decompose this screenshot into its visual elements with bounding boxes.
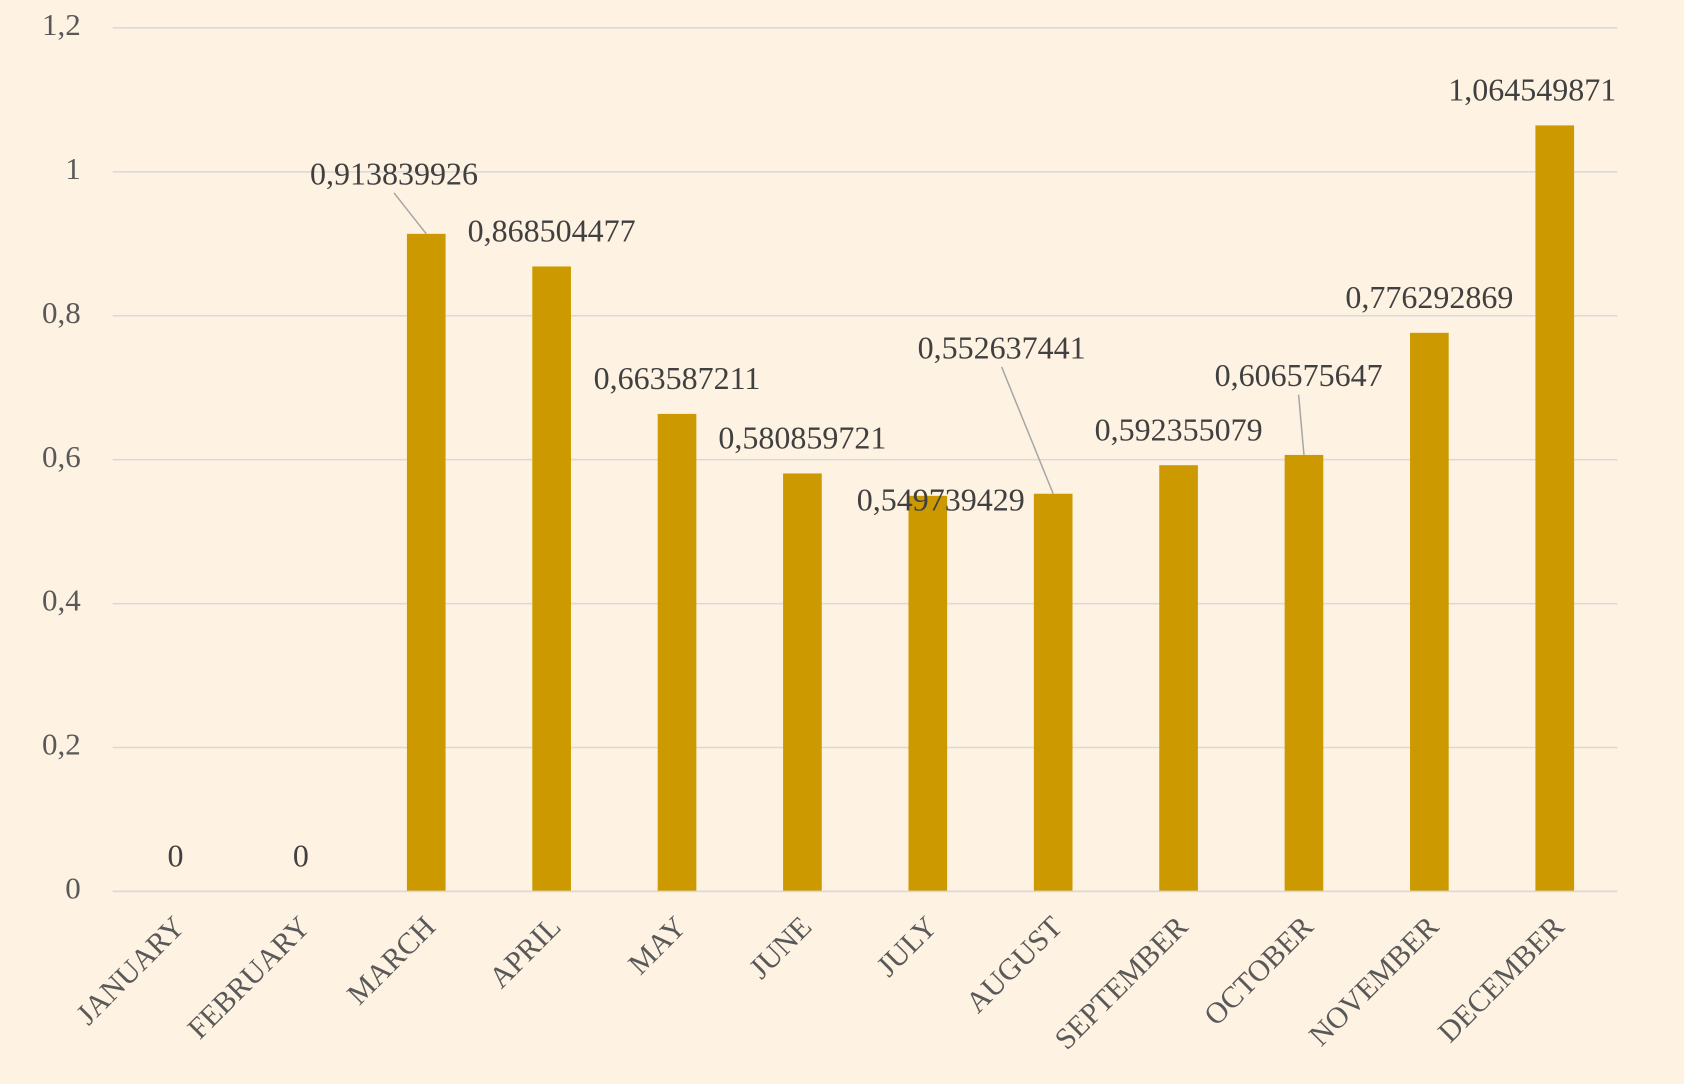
y-tick-label: 0,6 [42, 439, 81, 474]
y-tick-label: 0,2 [42, 727, 81, 762]
data-label: 0,580859721 [718, 420, 886, 456]
bar [532, 266, 571, 892]
data-label: 1,064549871 [1448, 72, 1616, 108]
x-tick-label: JUNE [743, 910, 818, 985]
x-tick-label: MARCH [341, 910, 442, 1011]
leader-line [393, 192, 427, 235]
data-label: 0,592355079 [1095, 411, 1263, 447]
x-tick-label: JANUARY [70, 910, 191, 1031]
bar [1410, 332, 1449, 892]
y-tick-label: 1,2 [42, 7, 81, 42]
data-label: 0 [167, 838, 183, 874]
data-label: 0,606575647 [1215, 357, 1383, 393]
x-tick-label: AUGUST [960, 910, 1069, 1019]
x-tick-label: FEBRUARY [181, 910, 316, 1045]
x-tick-label: JULY [871, 910, 944, 983]
data-label: 0,552637441 [918, 329, 1086, 365]
y-tick-label: 0,4 [42, 583, 81, 618]
data-label: 0,663587211 [594, 360, 761, 396]
data-label: 0,549739429 [857, 482, 1025, 518]
bar [1535, 125, 1575, 892]
data-label: 0,913839926 [310, 155, 478, 191]
data-label: 0,776292869 [1345, 279, 1513, 315]
bar [1033, 493, 1073, 892]
y-tick-label: 0 [65, 871, 81, 906]
bar [1159, 465, 1198, 892]
bar [1284, 454, 1324, 892]
leader-line [1297, 394, 1305, 456]
bar [783, 473, 822, 892]
y-tick-label: 1 [65, 151, 81, 186]
x-tick-label: OCTOBER [1198, 910, 1320, 1032]
bar [406, 233, 446, 892]
bar [657, 413, 697, 892]
x-tick-label: MAY [622, 910, 693, 981]
x-tick-label: DECEMBER [1432, 910, 1571, 1049]
x-tick-label: SEPTEMBER [1048, 910, 1194, 1056]
data-label: 0 [293, 838, 309, 874]
leader-line [1000, 366, 1054, 495]
bar [908, 495, 948, 892]
x-tick-label: NOVEMBER [1303, 910, 1445, 1052]
x-tick-label: APRIL [483, 910, 568, 995]
data-label: 0,868504477 [468, 213, 636, 249]
y-tick-label: 0,8 [42, 295, 81, 330]
